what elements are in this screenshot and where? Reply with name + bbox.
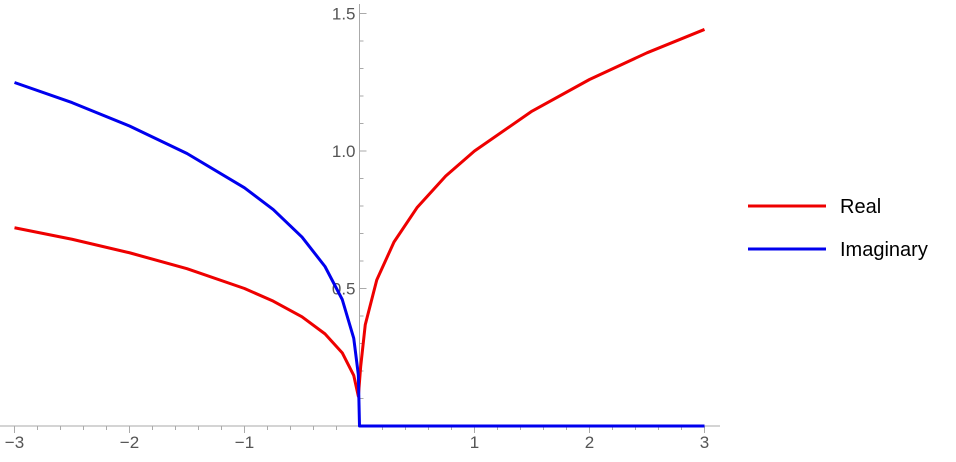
y-tick-label: 1.5 [332,5,356,24]
legend: Real Imaginary [748,196,928,261]
x-tick-label: 3 [700,433,709,452]
legend-item-imaginary: Imaginary [748,239,928,261]
y-tick-label: 1.0 [332,142,356,161]
series-layer [14,28,706,428]
x-ticks [14,426,705,433]
x-tick-label: −3 [5,433,24,452]
x-tick-labels: −3 −2 −1 1 2 3 [5,433,709,452]
x-tick-label: 1 [470,433,479,452]
x-tick-label: −2 [120,433,139,452]
x-tick-label: 2 [585,433,594,452]
x-tick-label: −1 [235,433,254,452]
legend-label-real: Real [840,196,881,218]
series-line-imaginary [14,81,705,428]
legend-item-real: Real [748,196,881,218]
legend-label-imaginary: Imaginary [840,239,928,261]
y-tick-labels: 0.51.01.5 [332,5,356,299]
